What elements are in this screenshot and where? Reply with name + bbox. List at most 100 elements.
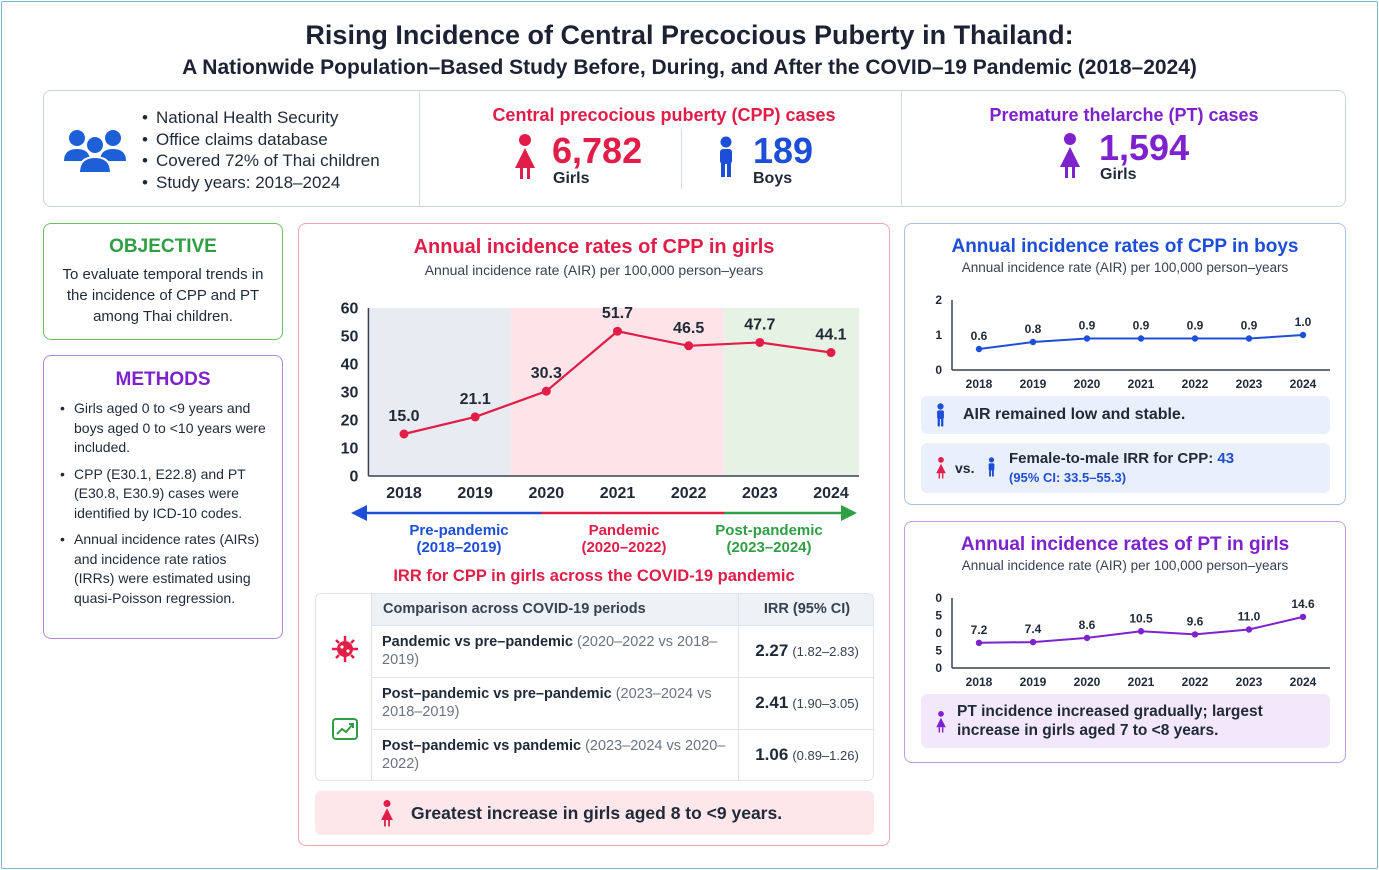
period-arrow [351, 505, 857, 521]
x-tick-label: 2023 [1236, 675, 1263, 689]
x-tick-label: 2018 [966, 675, 993, 689]
data-label: 44.1 [815, 327, 846, 344]
data-point [1245, 335, 1253, 342]
data-point [613, 326, 622, 336]
table-row: Post–pandemic vs pre–pandemic (2023–2024… [371, 676, 873, 730]
irr-row-detail: (2023–2024 vs 2018–2019) [382, 686, 712, 720]
irr-female-male-ci: (95% CI: 33.5–55.3) [1009, 470, 1127, 485]
overview-bullets: National Health Security Office claims d… [142, 107, 432, 193]
pt-cases-title: Premature thelarche (PT) cases [989, 105, 1259, 125]
data-label: 9.6 [1187, 614, 1204, 628]
y-tick-label: 5 [935, 644, 942, 658]
irr-header-comparison: Comparison across COVID-19 periods [371, 594, 739, 626]
methods-card: METHODS Girls aged 0 to <9 years and boy… [43, 355, 283, 639]
objective-card: OBJECTIVE To evaluate temporal trends in… [43, 223, 283, 340]
methods-item: Annual incidence rates (AIRs) and incide… [60, 530, 268, 608]
data-label: 0.9 [1187, 319, 1204, 333]
data-point [1299, 331, 1307, 339]
period-pre-name: Pre-pandemic [409, 522, 509, 539]
irr-row-detail: (2023–2024 vs 2020–2022) [382, 738, 726, 773]
girls-footer-note: Greatest increase in girls aged 8 to <9 … [315, 791, 874, 835]
data-point [1083, 335, 1091, 342]
data-point [1191, 335, 1199, 342]
overview-card: National Health Security Office claims d… [43, 90, 1346, 207]
data-label: 7.2 [971, 623, 988, 637]
data-point [1083, 634, 1091, 642]
irr-value: 1.06 [755, 745, 789, 765]
irr-table-container: Comparison across COVID-19 periods IRR (… [315, 593, 874, 781]
y-tick-label: 10 [935, 626, 942, 640]
x-tick-label: 2024 [1290, 675, 1317, 689]
divider [681, 129, 682, 189]
y-tick-label: 30 [341, 385, 359, 402]
x-tick-label: 2019 [457, 485, 493, 502]
girl-icon [936, 457, 946, 479]
pt-note: PT incidence increased gradually; larges… [921, 694, 1330, 748]
boys-cpp-panel: Annual incidence rates of CPP in boys An… [904, 223, 1346, 505]
irr-row-label: Post–pandemic vs pandemic (2023–2024 vs … [371, 728, 739, 780]
data-point [755, 337, 765, 347]
data-label: 0.9 [1241, 319, 1258, 333]
pt-girls-count: 1,594 [1099, 127, 1190, 168]
people-icon [64, 130, 126, 173]
y-tick-label: 20 [935, 591, 942, 605]
boy-icon [937, 403, 944, 427]
data-label: 7.4 [1025, 622, 1042, 636]
data-label: 30.3 [531, 365, 562, 382]
irr-ci: (1.82–2.83) [792, 644, 859, 659]
boy-icon [988, 457, 995, 477]
data-label: 46.5 [673, 320, 704, 337]
overview-bullet: Study years: 2018–2024 [142, 172, 432, 194]
irr-title: IRR for CPP in girls across the COVID-19… [393, 567, 795, 585]
girl-icon [1060, 133, 1080, 178]
methods-item: Girls aged 0 to <9 years and boys aged 0… [60, 399, 268, 458]
x-tick-label: 2022 [1182, 377, 1209, 391]
overview-bullet-cont: Office claims database [142, 129, 432, 151]
girl-icon [936, 711, 946, 733]
irr-row-value: 2.41 (1.90–3.05) [738, 676, 873, 730]
divider [419, 91, 420, 206]
vs-label: vs. [955, 460, 975, 476]
y-tick-label: 40 [341, 357, 359, 374]
divider [901, 91, 902, 206]
girls-cpp-panel: Annual incidence rates of CPP in girls A… [298, 223, 890, 846]
x-tick-label: 2019 [1020, 675, 1047, 689]
x-tick-label: 2020 [1074, 675, 1101, 689]
y-tick-label: 60 [341, 301, 359, 318]
x-tick-label: 2020 [1074, 377, 1101, 391]
y-tick-label: 0 [935, 661, 942, 675]
y-tick-label: 0 [350, 469, 359, 486]
period-post: Post-pandemic (2023–2024) [694, 522, 844, 556]
irr-female-male-label: Female-to-male IRR for CPP: [1009, 450, 1218, 467]
data-point [541, 386, 551, 396]
girl-icon [381, 800, 393, 827]
irr-table-header: Comparison across COVID-19 periods IRR (… [371, 594, 873, 626]
page-subtitle: A Nationwide Population–Based Study Befo… [182, 56, 1197, 79]
y-tick-label: 2 [935, 293, 942, 307]
table-row: Pandemic vs pre–pandemic (2020–2022 vs 2… [371, 624, 873, 678]
irr-value: 2.41 [755, 693, 789, 712]
data-point [1029, 338, 1037, 346]
data-point [975, 639, 983, 646]
cpp-boys-count: 189 [753, 130, 814, 171]
x-tick-label: 2021 [1128, 377, 1155, 391]
irr-row-detail: (2020–2022 vs 2018–2019) [382, 634, 718, 668]
methods-item: CPP (E30.1, E22.8) and PT (E30.8, E30.9)… [60, 465, 268, 524]
irr-row-label: Pandemic vs pre–pandemic (2020–2022 vs 2… [371, 624, 739, 678]
x-tick-label: 2022 [671, 485, 707, 502]
x-tick-label: 2021 [600, 485, 636, 502]
data-label: 0.6 [971, 329, 988, 343]
virus-icon [332, 636, 358, 662]
x-tick-label: 2022 [1182, 675, 1209, 689]
data-label: 0.8 [1025, 322, 1042, 336]
data-label: 11.0 [1238, 610, 1261, 624]
x-tick-label: 2021 [1128, 675, 1155, 689]
irr-ci: (0.89–1.26) [792, 748, 859, 764]
irr-value: 2.27 [755, 641, 789, 660]
methods-list: Girls aged 0 to <9 years and boys aged 0… [60, 399, 268, 608]
boy-icon [720, 136, 732, 177]
data-label: 15.0 [388, 408, 419, 425]
data-label: 1.0 [1295, 315, 1312, 329]
page-title: Rising Incidence of Central Precocious P… [305, 20, 1074, 50]
